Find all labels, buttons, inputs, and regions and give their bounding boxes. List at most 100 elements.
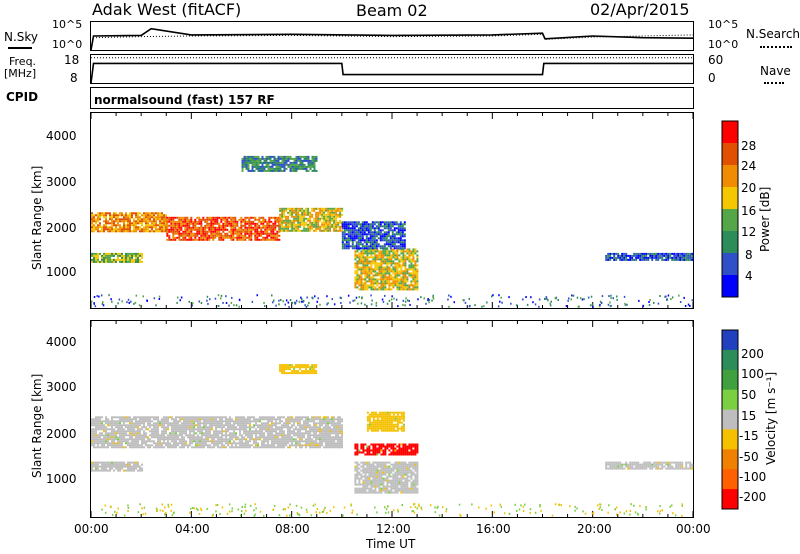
power-cell — [355, 241, 358, 244]
velocity-cell — [283, 422, 285, 425]
velocity-cell — [321, 432, 323, 435]
power-cell — [121, 254, 123, 257]
power-cell — [254, 232, 257, 235]
velocity-cell — [115, 444, 117, 447]
power-cell — [401, 239, 404, 242]
power-cell — [398, 274, 401, 277]
power-cell — [279, 207, 282, 210]
power-cell — [390, 248, 393, 251]
power-cell — [404, 256, 407, 259]
power-cell — [392, 256, 395, 259]
power-cell — [410, 258, 413, 261]
power-cell — [399, 239, 402, 242]
power-cell — [91, 252, 93, 255]
velocity-cell — [147, 424, 149, 427]
velocity-cell — [121, 465, 123, 468]
power-cell — [295, 225, 298, 228]
power-cell — [491, 295, 493, 298]
power-cell — [220, 218, 223, 221]
velocity-cell — [121, 424, 123, 427]
power-cell — [222, 224, 225, 227]
power-cell — [389, 243, 392, 246]
velocity-cell — [211, 438, 213, 441]
power-cell — [103, 228, 105, 231]
power-cell — [406, 258, 409, 261]
power-cell — [259, 165, 262, 168]
velocity-cell — [299, 428, 301, 431]
velocity-cell — [205, 420, 207, 423]
power-cell — [139, 212, 141, 215]
power-cell — [372, 262, 375, 265]
power-cell — [269, 167, 272, 170]
power-cell — [283, 213, 286, 216]
velocity-cell — [201, 416, 203, 419]
power-cell — [368, 268, 371, 271]
power-cell — [97, 254, 99, 257]
velocity-cell — [173, 442, 175, 445]
power-cell — [373, 247, 376, 250]
velocity-cell — [217, 444, 219, 447]
velocity-cell — [275, 426, 277, 429]
power-cell — [600, 302, 603, 304]
power-cell — [281, 207, 284, 210]
velocity-cell — [191, 438, 193, 441]
power-cell — [256, 218, 259, 221]
power-cell — [685, 252, 688, 255]
power-cell — [396, 282, 399, 285]
power-cell — [288, 305, 290, 308]
power-cell — [404, 260, 407, 263]
power-cell — [289, 221, 292, 224]
power-cell — [258, 230, 261, 233]
velocity-cell — [119, 432, 121, 435]
power-cell — [351, 233, 354, 236]
velocity-cell — [175, 430, 177, 433]
velocity-cell — [125, 424, 127, 427]
power-cell — [158, 295, 161, 298]
velocity-cell — [299, 426, 301, 429]
velocity-cell — [285, 422, 287, 425]
power-cell — [404, 270, 407, 273]
power-cell — [177, 296, 179, 299]
power-cell — [335, 207, 338, 210]
velocity-cell — [261, 424, 263, 427]
power-tick-4: 4 — [745, 269, 753, 283]
power-cell — [671, 256, 674, 259]
velocity-cell — [313, 444, 315, 447]
power-cell — [214, 228, 217, 231]
power-cell — [607, 303, 610, 306]
power-cell — [157, 214, 159, 217]
velocity-cell — [245, 428, 247, 431]
power-cell — [161, 212, 163, 215]
power-cell — [416, 274, 419, 277]
power-cell — [190, 222, 193, 225]
velocity-cell — [125, 446, 127, 449]
power-cell — [210, 226, 213, 229]
power-cell — [289, 223, 292, 226]
velocity-cell — [113, 436, 115, 439]
power-cell — [653, 254, 656, 257]
velocity-cell — [243, 442, 245, 445]
power-cell — [347, 247, 350, 250]
velocity-cell — [185, 428, 187, 431]
velocity-cell — [241, 438, 243, 441]
velocity-cell — [279, 422, 281, 425]
velocity-cell — [127, 467, 129, 470]
power-cell — [299, 223, 302, 226]
power-cell — [278, 299, 280, 302]
power-cell — [184, 234, 187, 237]
velocity-cell — [139, 438, 141, 441]
velocity-cell — [131, 430, 133, 433]
velocity-cell — [139, 422, 141, 425]
power-cell — [404, 274, 407, 277]
power-cell — [354, 254, 357, 257]
power-cell — [125, 258, 127, 261]
power-cell — [262, 232, 265, 235]
power-cell — [196, 234, 199, 237]
velocity-cell — [249, 418, 251, 421]
velocity-cell — [309, 444, 311, 447]
power-cell — [388, 272, 391, 275]
velocity-cell — [275, 436, 277, 439]
power-cell — [232, 236, 235, 239]
power-cell — [238, 238, 241, 241]
velocity-cell — [271, 426, 273, 429]
